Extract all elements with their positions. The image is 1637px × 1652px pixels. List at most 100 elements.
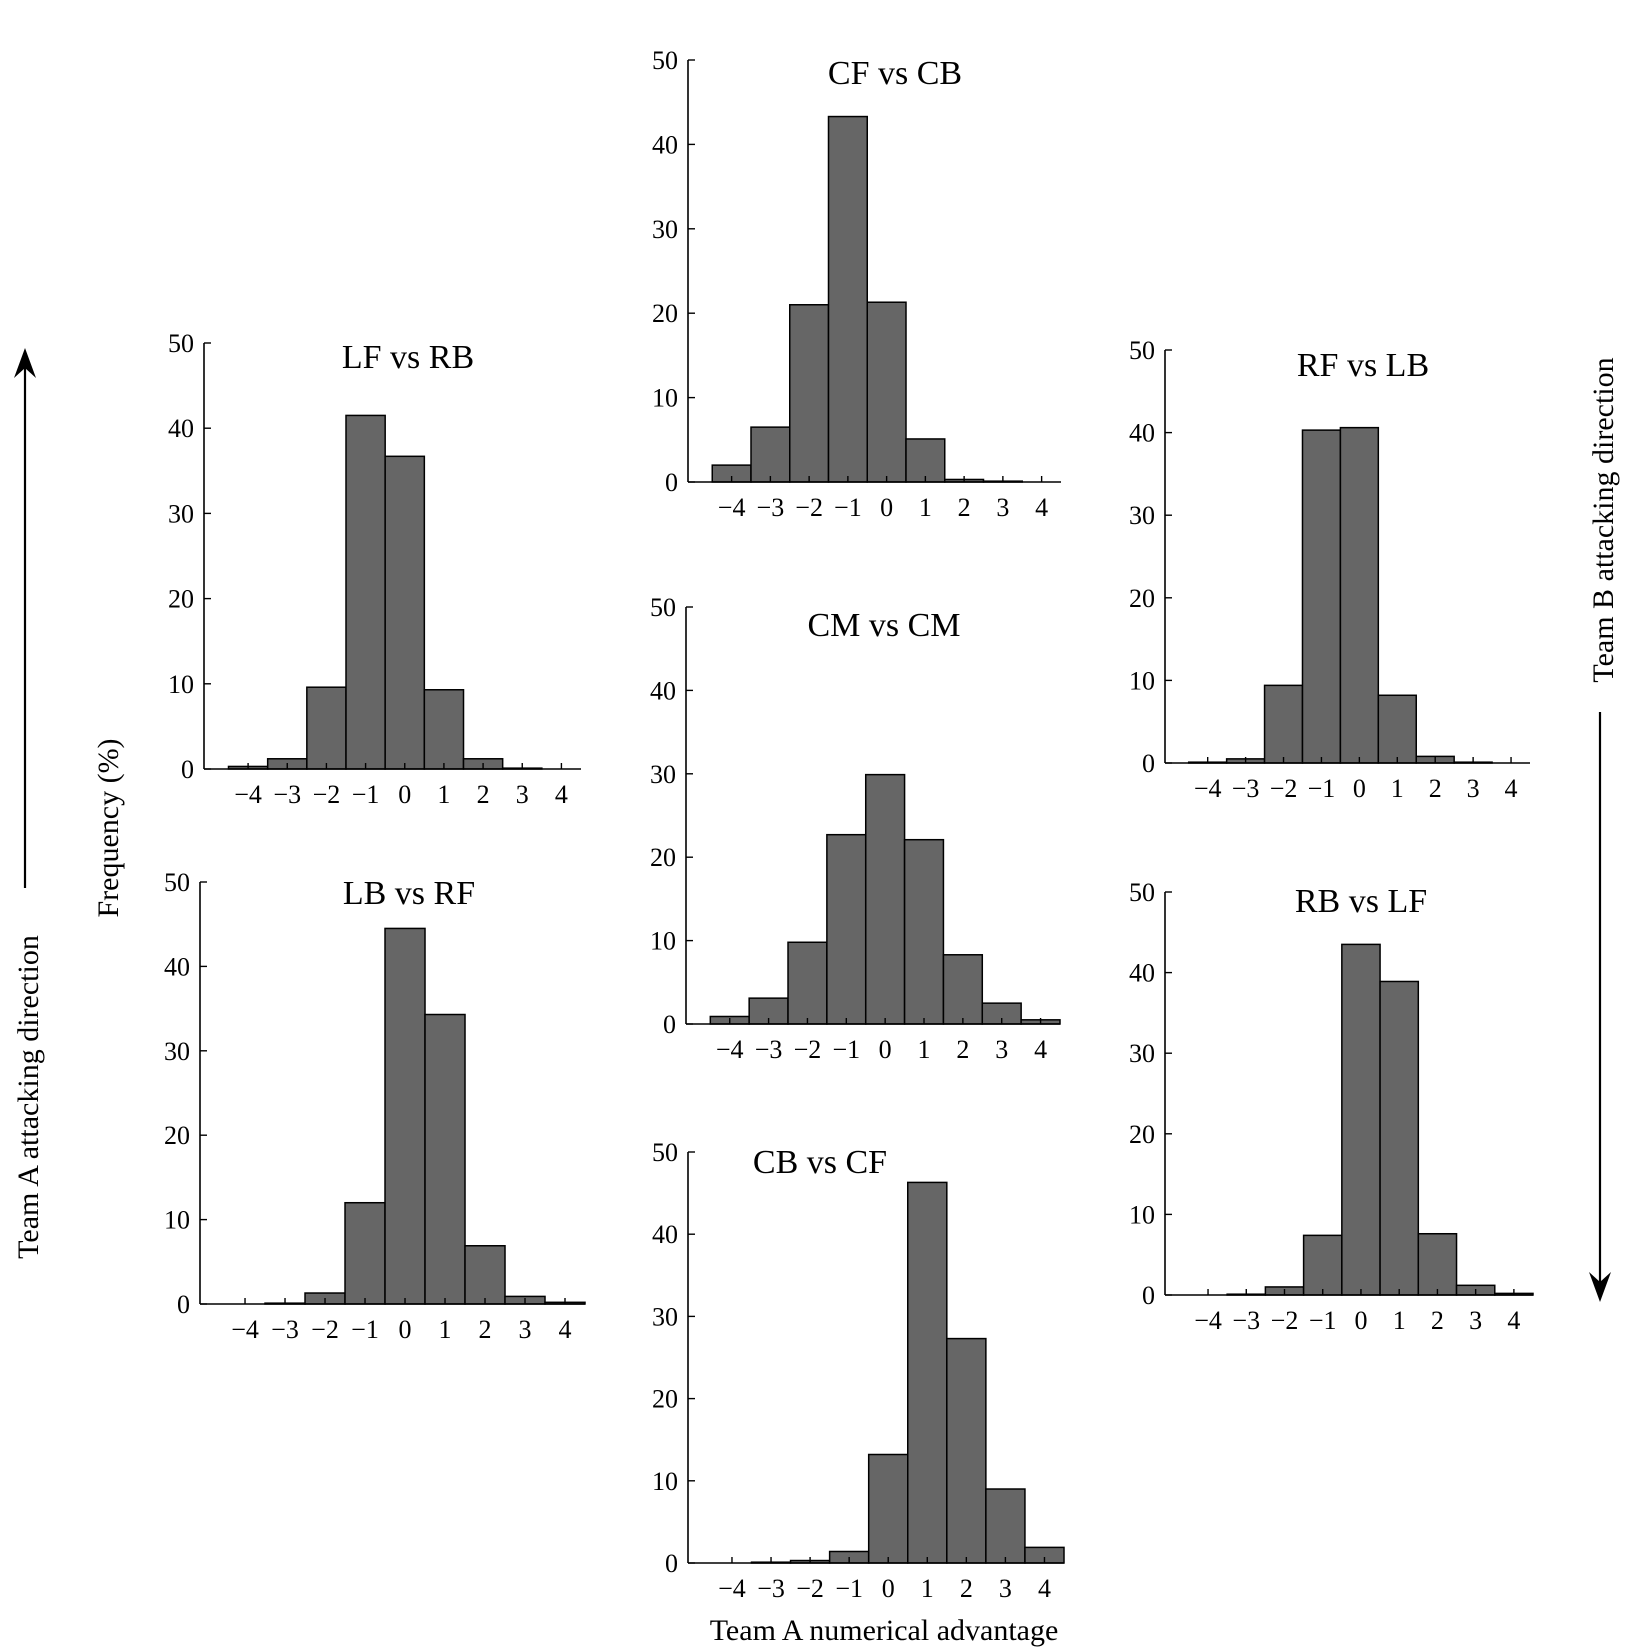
team-a-arrow-label: Team A attacking direction: [12, 935, 45, 1259]
bar-lf-vs-rb--1: [345, 414, 386, 770]
xtick-label-lf-vs-rb-0: −4: [234, 780, 262, 809]
bar-cm-vs-cm--1: [826, 833, 867, 1025]
ytick-label-cm-vs-cm-10: 10: [650, 927, 676, 956]
team-b-arrow-label: Team B attacking direction: [1587, 357, 1620, 682]
xtick-label-cf-vs-cb-4: 0: [880, 493, 893, 522]
xtick-label-cb-vs-cf-8: 4: [1038, 1574, 1051, 1603]
bar-cf-vs-cb-0: [866, 301, 907, 483]
xtick-label-cb-vs-cf-2: −2: [796, 1574, 824, 1603]
ytick-label-cf-vs-cb-20: 20: [652, 299, 678, 328]
xtick-label-rb-vs-lf-4: 0: [1354, 1306, 1367, 1335]
xtick-label-lf-vs-rb-2: −2: [313, 780, 341, 809]
xtick-label-cb-vs-cf-6: 2: [960, 1574, 973, 1603]
bar-cf-vs-cb--2: [789, 304, 830, 483]
ytick-label-lb-vs-rf-10: 10: [164, 1206, 190, 1235]
xtick-label-rf-vs-lb-1: −3: [1232, 774, 1260, 803]
ytick-label-lf-vs-rb-30: 30: [168, 499, 194, 528]
ytick-label-lb-vs-rf-50: 50: [164, 868, 190, 897]
xtick-label-cb-vs-cf-1: −3: [757, 1574, 785, 1603]
xtick-label-cm-vs-cm-3: −1: [832, 1035, 860, 1064]
bar-cf-vs-cb-1: [905, 438, 946, 483]
xtick-label-cf-vs-cb-6: 2: [958, 493, 971, 522]
xtick-label-rf-vs-lb-5: 1: [1391, 774, 1404, 803]
xtick-label-cm-vs-cm-5: 1: [918, 1035, 931, 1064]
xtick-label-rf-vs-lb-4: 0: [1353, 774, 1366, 803]
shared-ylabel: Frequency (%): [92, 738, 125, 917]
ytick-label-cm-vs-cm-30: 30: [650, 760, 676, 789]
ytick-label-cm-vs-cm-50: 50: [650, 593, 676, 622]
xtick-label-lf-vs-rb-3: −1: [352, 780, 380, 809]
xtick-label-rb-vs-lf-0: −4: [1194, 1306, 1222, 1335]
bar-rb-vs-lf-2: [1417, 1232, 1458, 1296]
xtick-label-lf-vs-rb-7: 3: [516, 780, 529, 809]
ytick-label-cf-vs-cb-0: 0: [665, 468, 678, 497]
ytick-label-cm-vs-cm-40: 40: [650, 676, 676, 705]
ytick-label-rf-vs-lb-50: 50: [1129, 336, 1155, 365]
xtick-label-rf-vs-lb-6: 2: [1429, 774, 1442, 803]
bar-cb-vs-cf-3: [985, 1488, 1026, 1564]
xtick-label-lf-vs-rb-1: −3: [273, 780, 301, 809]
xtick-label-lf-vs-rb-4: 0: [398, 780, 411, 809]
xtick-label-lb-vs-rf-1: −3: [271, 1315, 299, 1344]
ytick-label-lf-vs-rb-50: 50: [168, 329, 194, 358]
xtick-label-cf-vs-cb-5: 1: [919, 493, 932, 522]
team-a-arrow-head: [14, 348, 36, 378]
xtick-label-rf-vs-lb-0: −4: [1194, 774, 1222, 803]
bar-lb-vs-rf-0: [384, 927, 426, 1305]
xtick-label-cb-vs-cf-0: −4: [718, 1574, 746, 1603]
panel-title-lf-vs-rb: LF vs RB: [342, 339, 474, 376]
xtick-label-lf-vs-rb-5: 1: [437, 780, 450, 809]
bar-cf-vs-cb--1: [827, 115, 868, 483]
ytick-label-cm-vs-cm-0: 0: [663, 1010, 676, 1039]
ytick-label-cb-vs-cf-40: 40: [652, 1220, 678, 1249]
panel-title-cm-vs-cm: CM vs CM: [807, 607, 960, 644]
ytick-label-lb-vs-rf-0: 0: [177, 1290, 190, 1319]
ytick-label-cb-vs-cf-20: 20: [652, 1385, 678, 1414]
xtick-label-cm-vs-cm-0: −4: [716, 1035, 744, 1064]
bar-cb-vs-cf-1: [907, 1181, 948, 1564]
xtick-label-rb-vs-lf-3: −1: [1309, 1306, 1337, 1335]
xtick-label-cb-vs-cf-3: −1: [835, 1574, 863, 1603]
panel-title-cb-vs-cf: CB vs CF: [753, 1144, 887, 1181]
ytick-label-rb-vs-lf-50: 50: [1129, 878, 1155, 907]
bar-rf-vs-lb--1: [1301, 429, 1342, 764]
xtick-label-rb-vs-lf-6: 2: [1431, 1306, 1444, 1335]
ytick-label-rb-vs-lf-30: 30: [1129, 1039, 1155, 1068]
xtick-label-rf-vs-lb-2: −2: [1270, 774, 1298, 803]
bar-cm-vs-cm--2: [787, 941, 828, 1025]
ytick-label-cf-vs-cb-30: 30: [652, 215, 678, 244]
ytick-label-rf-vs-lb-30: 30: [1129, 501, 1155, 530]
ytick-label-lf-vs-rb-20: 20: [168, 585, 194, 614]
xtick-label-lb-vs-rf-6: 2: [479, 1315, 492, 1344]
panel-title-lb-vs-rf: LB vs RF: [343, 875, 475, 912]
xtick-label-cm-vs-cm-2: −2: [794, 1035, 822, 1064]
ytick-label-cf-vs-cb-40: 40: [652, 130, 678, 159]
xtick-label-cm-vs-cm-7: 3: [995, 1035, 1008, 1064]
xtick-label-rf-vs-lb-7: 3: [1467, 774, 1480, 803]
xtick-label-cb-vs-cf-7: 3: [999, 1574, 1012, 1603]
xtick-label-cm-vs-cm-4: 0: [879, 1035, 892, 1064]
bar-rb-vs-lf-1: [1379, 980, 1420, 1296]
xtick-label-cf-vs-cb-3: −1: [834, 493, 862, 522]
ytick-label-cf-vs-cb-50: 50: [652, 46, 678, 75]
xtick-label-rb-vs-lf-5: 1: [1393, 1306, 1406, 1335]
bar-lf-vs-rb-1: [423, 689, 465, 770]
ytick-label-lf-vs-rb-40: 40: [168, 414, 194, 443]
bar-rf-vs-lb-0: [1339, 426, 1380, 764]
bar-lf-vs-rb--2: [306, 686, 347, 770]
shared-xlabel: Team A numerical advantage: [710, 1614, 1059, 1647]
xtick-label-cm-vs-cm-8: 4: [1034, 1035, 1047, 1064]
ytick-label-lf-vs-rb-10: 10: [168, 670, 194, 699]
ytick-label-cb-vs-cf-10: 10: [652, 1467, 678, 1496]
bar-rf-vs-lb--2: [1263, 684, 1304, 764]
ytick-label-rf-vs-lb-10: 10: [1129, 666, 1155, 695]
panel-title-rf-vs-lb: RF vs LB: [1297, 347, 1429, 384]
bar-cb-vs-cf-2: [946, 1337, 987, 1564]
ytick-label-rb-vs-lf-10: 10: [1129, 1200, 1155, 1229]
xtick-label-cb-vs-cf-4: 0: [882, 1574, 895, 1603]
xtick-label-cf-vs-cb-1: −3: [757, 493, 785, 522]
xtick-label-rf-vs-lb-3: −1: [1308, 774, 1336, 803]
